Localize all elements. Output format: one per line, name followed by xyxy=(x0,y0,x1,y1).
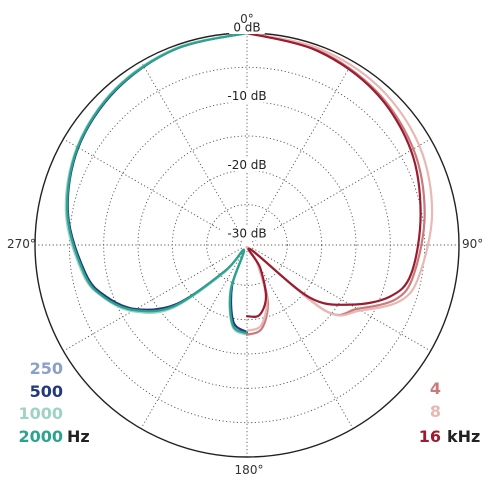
legend-right-16: 16 xyxy=(419,427,441,446)
polar-curves xyxy=(64,31,434,336)
r-label-bg xyxy=(221,227,273,240)
r-label: -10 dB xyxy=(227,89,266,103)
r-label: 0 dB xyxy=(233,21,260,35)
series-2000-line xyxy=(66,31,249,335)
grid-ring xyxy=(137,135,357,355)
legend-left-1000: 1000 xyxy=(18,404,63,423)
angle-label-270: 270° xyxy=(7,237,36,251)
legend-left-2000: 2000 xyxy=(18,427,63,446)
series-500-line xyxy=(66,31,249,334)
legend-right-unit: kHz xyxy=(447,427,480,446)
grid-spoke xyxy=(63,138,243,243)
grid-ring xyxy=(68,66,426,424)
grid-spoke xyxy=(140,61,245,241)
grid-spoke xyxy=(140,249,245,429)
grid-spoke xyxy=(63,247,243,352)
radial-labels: 0 dB -10 dB -20 dB -30 dB xyxy=(221,21,273,241)
legend-left-unit: Hz xyxy=(67,427,90,446)
series-4-line xyxy=(245,31,426,336)
r-label: -20 dB xyxy=(227,158,266,172)
angle-label-90: 90° xyxy=(462,237,483,251)
grid-ring xyxy=(206,204,288,286)
legend-right-4: 4 xyxy=(430,379,441,398)
r-label-bg xyxy=(221,158,273,172)
legend-left-250: 250 xyxy=(30,359,63,378)
grid-ring xyxy=(171,169,323,321)
r-label-bg xyxy=(229,21,265,34)
angle-label-0: 0° xyxy=(240,12,254,26)
legend-right-8: 8 xyxy=(430,402,441,421)
r-label: -30 dB xyxy=(227,227,266,241)
r-label-bg xyxy=(221,89,273,103)
angle-label-180: 180° xyxy=(235,463,264,477)
legend-left-500: 500 xyxy=(30,382,63,401)
series-16-line xyxy=(245,31,422,318)
grid-spoke xyxy=(249,61,354,241)
grid-spoke xyxy=(249,249,354,429)
